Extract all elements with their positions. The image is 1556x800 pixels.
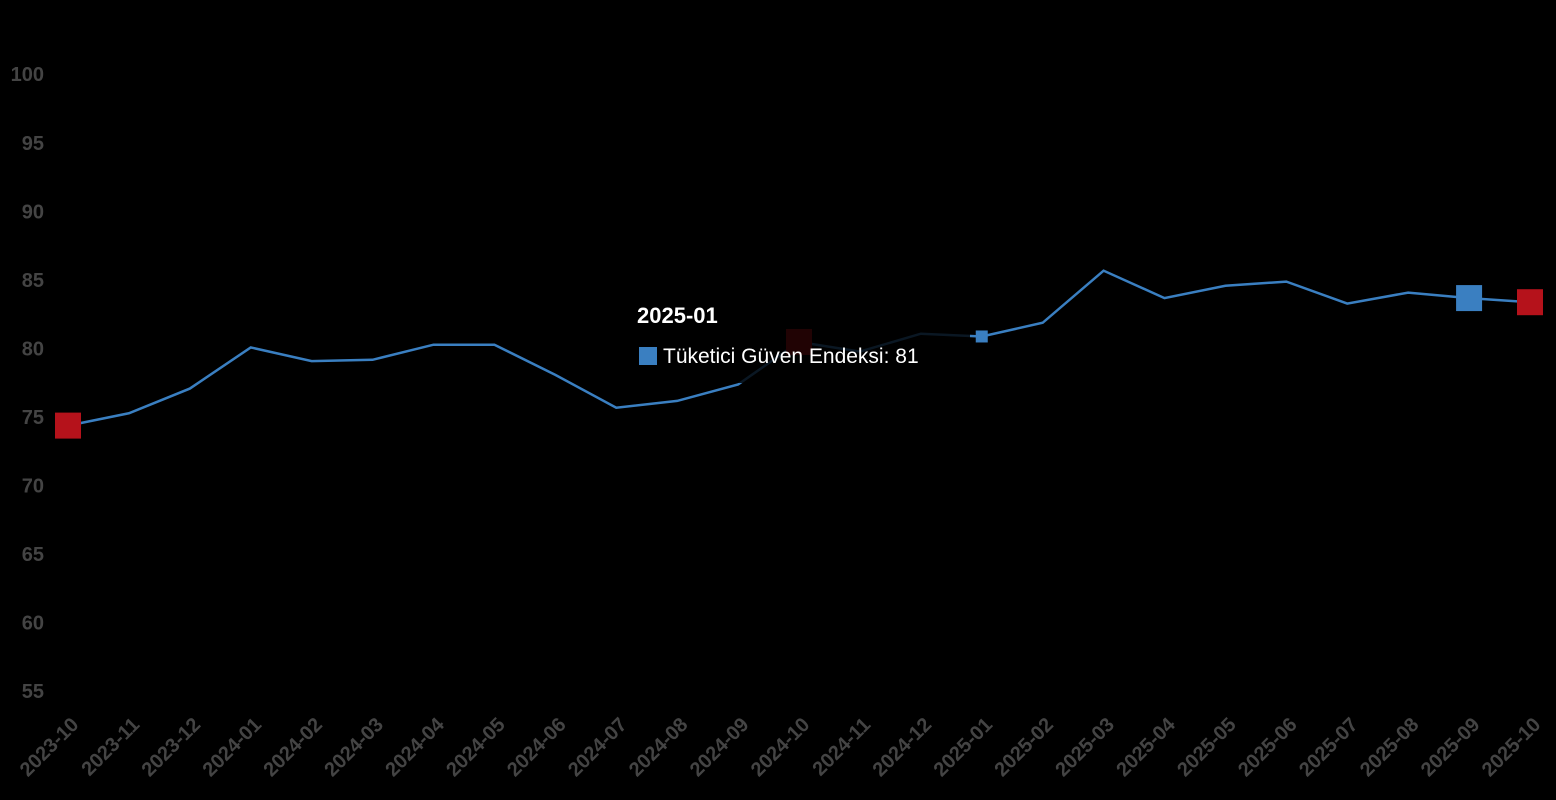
- y-tick-label: 60: [22, 613, 44, 635]
- hover-marker: [975, 330, 988, 343]
- point-marker: [55, 412, 81, 439]
- x-tick-label: 2023-12: [138, 714, 205, 781]
- x-tick-label: 2024-10: [747, 714, 814, 781]
- x-tick-label: 2025-10: [1478, 714, 1545, 781]
- x-tick-label: 2025-08: [1356, 714, 1423, 781]
- x-tick-label: 2025-01: [930, 714, 997, 781]
- x-tick-label: 2023-11: [78, 714, 145, 781]
- point-marker: [1456, 285, 1483, 312]
- tooltip-value: 81: [895, 345, 919, 368]
- x-tick-label: 2025-06: [1234, 714, 1301, 781]
- tooltip-series: Tüketici Güven Endeksi: [663, 345, 884, 368]
- x-tick-label: 2024-05: [442, 714, 509, 781]
- x-tick-label: 2024-09: [686, 714, 753, 781]
- y-tick-label: 100: [11, 64, 44, 86]
- y-tick-label: 90: [22, 201, 44, 223]
- x-tick-label: 2024-07: [564, 714, 631, 781]
- x-tick-label: 2024-06: [503, 714, 570, 781]
- tooltip-row: Tüketici Güven Endeksi: 81: [639, 345, 919, 369]
- x-tick-label: 2025-09: [1417, 714, 1484, 781]
- x-tick-label: 2025-03: [1051, 714, 1118, 781]
- x-tick-label: 2025-04: [1112, 713, 1180, 781]
- y-tick-label: 75: [22, 407, 44, 429]
- x-tick-label: 2024-11: [809, 714, 876, 781]
- x-tick-label: 2024-04: [381, 713, 449, 781]
- x-tick-label: 2024-01: [199, 714, 266, 781]
- y-tick-label: 70: [22, 476, 44, 498]
- y-tick-label: 55: [22, 681, 44, 703]
- x-tick-label: 2025-07: [1295, 714, 1362, 781]
- y-tick-label: 65: [22, 544, 44, 566]
- tooltip: 2025-01 Tüketici Güven Endeksi: 81: [625, 295, 970, 383]
- x-tick-label: 2023-10: [16, 714, 83, 781]
- x-tick-label: 2025-05: [1173, 714, 1240, 781]
- y-tick-label: 80: [22, 338, 44, 360]
- x-tick-label: 2025-02: [990, 714, 1057, 781]
- x-tick-label: 2024-02: [259, 714, 326, 781]
- tooltip-title: 2025-01: [637, 303, 718, 328]
- point-marker: [1517, 289, 1543, 316]
- y-tick-label: 95: [22, 133, 44, 155]
- x-tick-label: 2024-12: [869, 714, 936, 781]
- y-tick-label: 85: [22, 270, 44, 292]
- x-tick-label: 2024-08: [625, 714, 692, 781]
- tooltip-swatch: [639, 347, 657, 365]
- x-tick-label: 2024-03: [320, 714, 387, 781]
